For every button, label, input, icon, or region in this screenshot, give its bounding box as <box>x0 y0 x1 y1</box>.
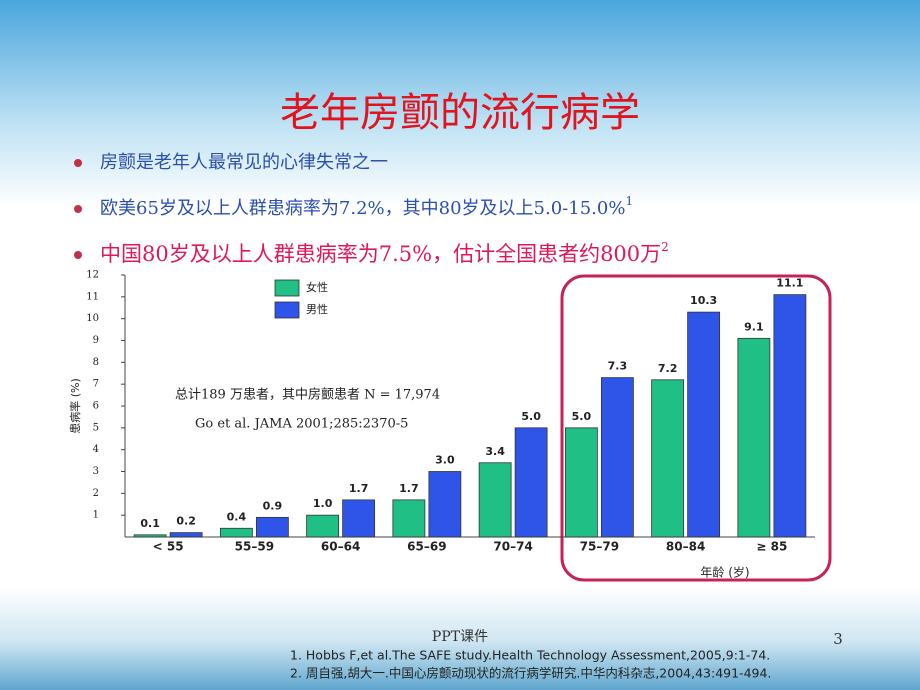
x-tick-label: 75–79 <box>580 540 619 554</box>
x-tick-label: 65–69 <box>407 540 446 554</box>
x-axis-label: 年龄 (岁) <box>700 565 749 580</box>
legend-swatch <box>274 279 300 297</box>
bullet: 房颤是老年人最常见的心律失常之一 <box>100 152 388 173</box>
bar <box>428 471 462 538</box>
highlight-frame <box>560 274 832 582</box>
x-tick-label: ≥ 85 <box>756 540 787 554</box>
y-tick-label: 12 <box>86 270 99 281</box>
bar <box>133 534 167 538</box>
y-axis-label: 患病率 (%) <box>68 378 82 434</box>
page-number: 3 <box>833 630 843 648</box>
data-label: 0.4 <box>227 510 247 523</box>
bullet-text: 欧美65岁及以上人群患病率为7.2%，其中80岁及以上5.0-15.0% <box>100 198 625 219</box>
bar <box>514 427 548 538</box>
x-tick-label: 80–84 <box>666 540 705 554</box>
bar <box>255 516 289 538</box>
bar <box>478 462 512 538</box>
bullet: 欧美65岁及以上人群患病率为7.2%，其中80岁及以上5.0-15.0%1 <box>100 194 633 220</box>
data-label: 7.3 <box>608 360 628 373</box>
bullet-ref: 2 <box>661 240 669 254</box>
y-tick-label: 3 <box>93 466 99 477</box>
data-label: 0.2 <box>176 515 196 528</box>
data-label: 0.1 <box>140 517 160 530</box>
bullet: 中国80岁及以上人群患病率为7.5%，估计全国患者约800万2 <box>100 240 669 266</box>
x-tick-label: 60–64 <box>321 540 360 554</box>
y-tick-label: 8 <box>93 357 99 368</box>
bar <box>737 337 771 538</box>
footnote: 1. Hobbs F,et al.The SAFE study.Health T… <box>290 648 770 663</box>
slide-title: 老年房颤的流行病学 <box>280 90 640 136</box>
bullet-ref: 1 <box>625 194 633 208</box>
bullet-dot <box>74 251 82 259</box>
bullet-text: 中国80岁及以上人群患病率为7.5%，估计全国患者约800万 <box>100 242 661 266</box>
data-label: 3.0 <box>435 454 455 467</box>
y-tick-label: 5 <box>93 422 99 433</box>
data-label: 5.0 <box>572 410 592 423</box>
annotation: Go et al. JAMA 2001;285:2370-5 <box>195 417 408 432</box>
legend-label: 女性 <box>306 280 328 294</box>
data-label: 1.7 <box>349 482 369 495</box>
footer-text: PPT课件 <box>432 629 488 645</box>
y-tick-label: 10 <box>86 313 99 324</box>
data-label: 5.0 <box>521 410 541 423</box>
footnote: 2. 周自强,胡大一.中国心房颤动现状的流行病学研究.中华内科杂志,2004,4… <box>290 666 771 681</box>
annotation: 总计189 万患者，其中房颤患者 N = 17,974 <box>175 387 440 403</box>
bar <box>219 527 253 538</box>
bullet-text: 房颤是老年人最常见的心律失常之一 <box>100 152 388 173</box>
bar <box>392 499 426 538</box>
data-label: 0.9 <box>263 499 283 512</box>
data-label: 10.3 <box>690 294 717 307</box>
bullet-dot <box>74 205 82 213</box>
bar <box>306 514 340 538</box>
x-tick-label: 70–74 <box>493 540 532 554</box>
data-label: 7.2 <box>658 362 678 375</box>
y-tick-label: 4 <box>93 444 99 455</box>
y-tick-label: 6 <box>93 401 99 412</box>
bar <box>342 499 376 538</box>
data-label: 1.0 <box>313 497 333 510</box>
bar <box>773 294 807 538</box>
data-label: 11.1 <box>776 277 803 290</box>
y-tick-label: 2 <box>93 488 99 499</box>
bar <box>687 311 721 538</box>
legend-swatch <box>274 301 300 319</box>
y-tick-label: 9 <box>93 335 99 346</box>
bar <box>564 427 598 538</box>
x-tick-label: 55–59 <box>235 540 274 554</box>
data-label: 3.4 <box>485 445 505 458</box>
data-label: 1.7 <box>399 482 419 495</box>
data-label: 9.1 <box>744 320 764 333</box>
legend-label: 男性 <box>306 302 328 316</box>
bar <box>600 377 634 538</box>
bullet-dot <box>74 159 82 167</box>
bar <box>651 379 685 538</box>
y-tick-label: 11 <box>86 291 99 302</box>
y-tick-label: 1 <box>93 510 99 521</box>
x-tick-label: < 55 <box>153 540 184 554</box>
y-tick-label: 7 <box>93 379 99 390</box>
bar <box>169 532 203 538</box>
